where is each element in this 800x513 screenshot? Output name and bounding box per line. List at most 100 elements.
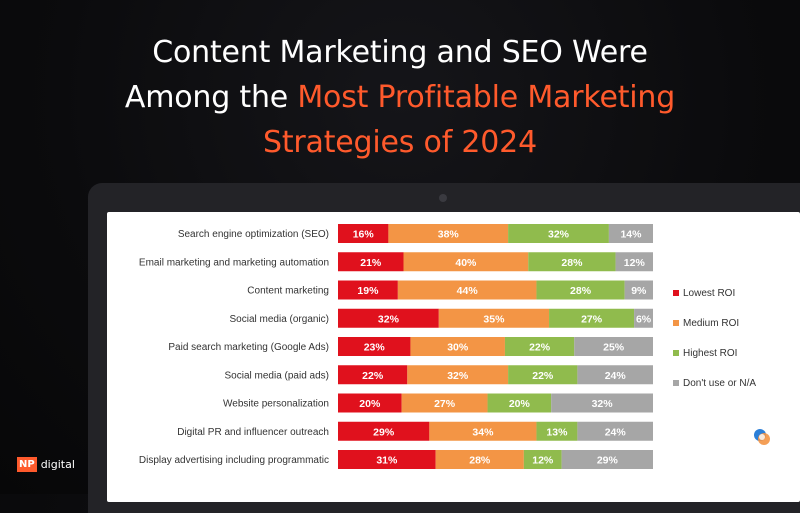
bar-segment xyxy=(401,393,488,413)
bar-segment xyxy=(561,450,653,469)
chart-screen: Search engine optimization (SEO) 16% 38% 32… xyxy=(107,212,800,502)
data-label: 14% xyxy=(620,229,642,241)
bar-segment xyxy=(338,450,436,469)
bar-segment xyxy=(338,365,408,385)
category-label: Paid search marketing (Google Ads) xyxy=(168,342,329,353)
bar-segment xyxy=(508,365,578,385)
bar-segment xyxy=(407,365,509,385)
legend-label: Lowest ROI xyxy=(683,288,735,299)
legend-swatch xyxy=(673,380,679,386)
data-label: 27% xyxy=(434,398,456,410)
data-label: 13% xyxy=(546,426,568,438)
bar-segment xyxy=(523,450,562,469)
bar-segment xyxy=(574,337,653,356)
data-label: 40% xyxy=(455,257,477,269)
data-label: 20% xyxy=(509,398,531,410)
bar-segment xyxy=(577,421,653,441)
bar-segment xyxy=(338,337,411,356)
bar-segment xyxy=(338,280,398,300)
bar-segment xyxy=(487,393,552,413)
data-label: 22% xyxy=(529,342,551,354)
bar-segment xyxy=(528,252,616,272)
category-label: Search engine optimization (SEO) xyxy=(178,229,329,240)
legend-swatch xyxy=(673,290,679,296)
data-label: 44% xyxy=(457,285,479,297)
category-label: Digital PR and influencer outreach xyxy=(177,427,329,438)
data-label: 12% xyxy=(624,257,646,269)
data-label: 16% xyxy=(353,229,375,241)
stacked-bar-chart: Search engine optimization (SEO) 16% 38% 32… xyxy=(139,224,756,469)
bar-segment xyxy=(549,308,635,328)
data-label: 9% xyxy=(631,285,647,297)
data-label: 25% xyxy=(603,342,625,354)
headline-line-3-accent: Strategies of 2024 xyxy=(263,125,537,160)
data-label: 30% xyxy=(447,342,469,354)
data-label: 22% xyxy=(362,370,384,382)
data-label: 34% xyxy=(472,426,494,438)
data-label: 32% xyxy=(447,370,469,382)
data-label: 27% xyxy=(581,313,603,325)
bar-segment xyxy=(429,421,537,441)
headline: Content Marketing and SEO Were Among the… xyxy=(0,30,800,165)
brand-badge-icon xyxy=(754,429,770,445)
logo-text: digital xyxy=(40,458,75,471)
data-label: 32% xyxy=(378,313,400,325)
data-label: 20% xyxy=(359,398,381,410)
bar-segment xyxy=(338,308,439,328)
data-label: 21% xyxy=(360,257,382,269)
bar-segment xyxy=(615,252,653,272)
headline-line-1: Content Marketing and SEO Were xyxy=(152,35,648,70)
bar-segment xyxy=(551,393,653,413)
bar-segment xyxy=(608,224,653,243)
bar-segment xyxy=(338,252,404,272)
category-label: Email marketing and marketing automation xyxy=(139,257,329,268)
data-label: 22% xyxy=(532,370,554,382)
bar-segment xyxy=(338,224,389,243)
bar-segment xyxy=(634,308,653,328)
bar-segment xyxy=(397,280,537,300)
legend-label: Don't use or N/A xyxy=(683,378,756,389)
data-label: 24% xyxy=(605,426,627,438)
bar-segment xyxy=(504,337,575,356)
data-label: 29% xyxy=(373,426,395,438)
data-label: 31% xyxy=(376,455,398,467)
camera-icon xyxy=(439,194,447,202)
data-label: 24% xyxy=(605,370,627,382)
headline-line-2-plain: Among the xyxy=(124,80,298,115)
data-label: 12% xyxy=(532,455,554,467)
category-label: Display advertising including programmat… xyxy=(139,455,329,466)
bar-segment xyxy=(577,365,653,385)
data-label: 38% xyxy=(438,229,460,241)
bar-segment xyxy=(536,280,625,300)
data-label: 28% xyxy=(561,257,583,269)
bar-segment xyxy=(410,337,505,356)
bar-segment xyxy=(388,224,509,243)
data-label: 19% xyxy=(357,285,379,297)
data-label: 35% xyxy=(483,313,505,325)
bar-segment xyxy=(338,393,402,413)
legend-label: Highest ROI xyxy=(683,348,737,359)
data-label: 28% xyxy=(469,455,491,467)
bar-segment xyxy=(338,421,430,441)
category-label: Website personalization xyxy=(223,399,329,410)
category-label: Content marketing xyxy=(247,286,329,297)
headline-line-2-accent: Most Profitable Marketing xyxy=(297,80,676,115)
legend-swatch xyxy=(673,320,679,326)
data-label: 32% xyxy=(592,398,614,410)
logo-mark: NP xyxy=(17,457,37,472)
bar-segment xyxy=(435,450,524,469)
bar-segment xyxy=(438,308,550,328)
data-label: 23% xyxy=(364,342,386,354)
bar-segment xyxy=(536,421,578,441)
bar-segment xyxy=(508,224,609,243)
data-label: 32% xyxy=(548,229,570,241)
category-label: Social media (organic) xyxy=(230,314,330,325)
legend-swatch xyxy=(673,350,679,356)
np-digital-logo: NP digital xyxy=(17,457,75,472)
data-label: 28% xyxy=(570,285,592,297)
data-label: 29% xyxy=(597,455,619,467)
data-label: 6% xyxy=(636,313,652,325)
bar-segment xyxy=(624,280,653,300)
bar-segment xyxy=(403,252,529,272)
category-label: Social media (paid ads) xyxy=(225,370,330,381)
